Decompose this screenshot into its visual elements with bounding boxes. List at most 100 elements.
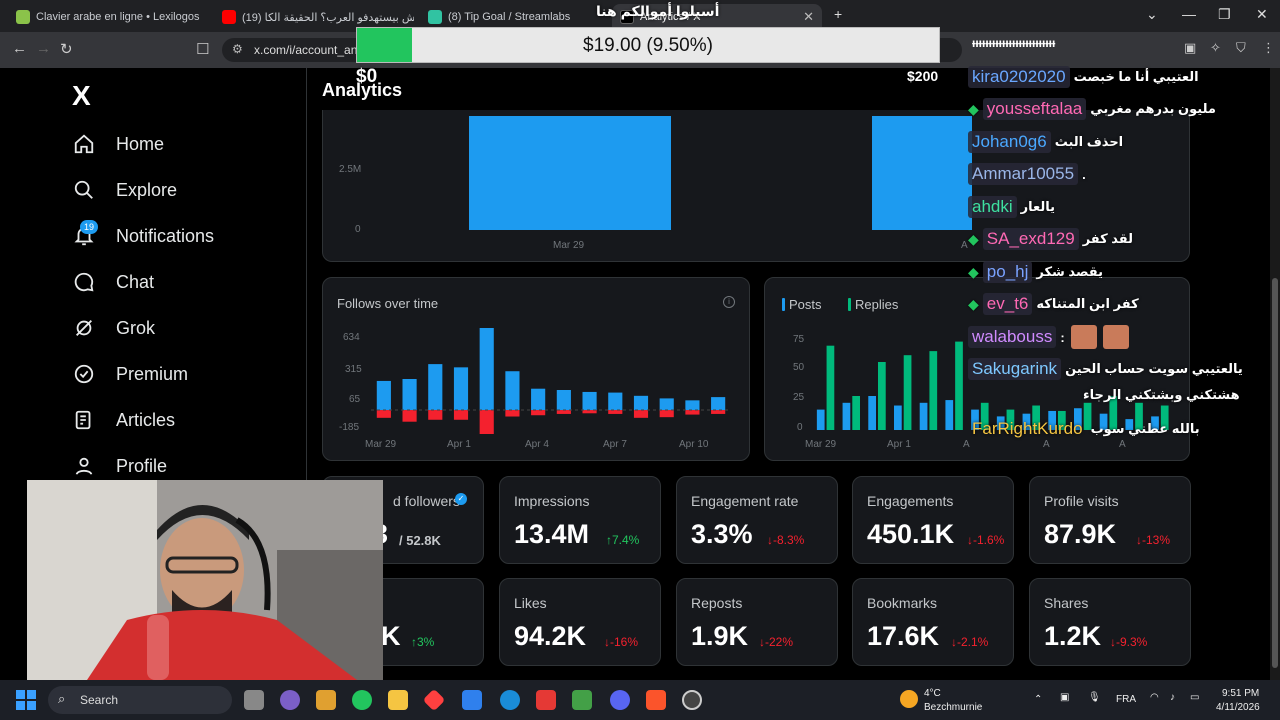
chat-text: لقد كفر bbox=[1082, 231, 1134, 246]
spotify-icon[interactable] bbox=[352, 690, 372, 710]
info-icon[interactable]: i bbox=[723, 296, 735, 308]
follows-bar bbox=[659, 398, 674, 411]
chat-username: FarRightKurdo bbox=[972, 419, 1083, 438]
discord-icon[interactable] bbox=[610, 690, 630, 710]
forward-icon[interactable]: → bbox=[36, 40, 51, 57]
stat-label: Shares bbox=[1044, 595, 1089, 611]
maximize-icon[interactable]: ❐ bbox=[1218, 6, 1231, 22]
y-tick-label: 50 bbox=[793, 362, 805, 373]
stat-value: 13.4M bbox=[514, 519, 590, 549]
windows-start-icon[interactable] bbox=[16, 690, 36, 710]
taskbar-search[interactable]: ⌕ Search bbox=[48, 686, 232, 714]
sidebar-item-label: Grok bbox=[116, 317, 156, 338]
chat-text: يالعار bbox=[1020, 199, 1055, 214]
legend-swatch bbox=[782, 298, 785, 311]
stat-profile-visits: Profile visits 87.9K ↓-13% bbox=[1029, 476, 1191, 564]
webcam-overlay bbox=[27, 480, 383, 680]
sidebar-item-profile[interactable]: Profile bbox=[72, 454, 167, 478]
replies-bar bbox=[1109, 396, 1118, 430]
language-indicator[interactable]: FRA bbox=[1116, 694, 1136, 705]
sidebar-item-explore[interactable]: Explore bbox=[72, 178, 177, 202]
unfollows-bar bbox=[711, 410, 726, 414]
x-logo[interactable]: X bbox=[72, 80, 91, 111]
replies-bar bbox=[1135, 402, 1143, 430]
utorrent-icon[interactable] bbox=[572, 690, 592, 710]
stat-value: K bbox=[381, 621, 401, 651]
sidebar-item-label: Premium bbox=[116, 363, 189, 384]
x-tick-label: A bbox=[1043, 439, 1050, 450]
tab-youtube[interactable]: (19) ليش بيستهدفو العرب؟ الحقيقة الكا bbox=[214, 4, 414, 30]
legend-replies[interactable]: Replies bbox=[848, 297, 898, 312]
scrollbar-thumb[interactable] bbox=[1272, 278, 1278, 668]
new-tab-icon[interactable]: + bbox=[834, 6, 843, 22]
stat-value: 450.1K bbox=[867, 519, 955, 549]
chat-text: العتيبي أنا ما خبصت bbox=[1073, 69, 1199, 84]
legend-posts[interactable]: Posts bbox=[782, 297, 822, 312]
emote-icon bbox=[1070, 325, 1097, 349]
stat-delta: ↓-1.6% bbox=[967, 533, 1005, 547]
back-icon[interactable]: ← bbox=[12, 40, 27, 57]
stat-value: 94.2K bbox=[514, 621, 587, 651]
volume-icon[interactable]: ♪ bbox=[1170, 692, 1175, 703]
chat-text: بالله عطني سوب bbox=[1090, 421, 1200, 436]
sidebar-item-chat[interactable]: Chat bbox=[72, 270, 154, 294]
page-title: Analytics bbox=[322, 80, 403, 100]
close-tab-icon[interactable]: ✕ bbox=[803, 9, 814, 24]
chat-message: Sakugarink يالعتيبي سويت حساب الحين bbox=[968, 354, 1243, 384]
sidebar-item-home[interactable]: Home bbox=[72, 132, 164, 156]
app-w-icon[interactable] bbox=[536, 690, 556, 710]
posts-bar bbox=[1151, 416, 1159, 430]
tab-streamlabs[interactable]: (8) Tip Goal / Streamlabs bbox=[420, 4, 600, 30]
file-explorer-icon[interactable] bbox=[388, 690, 408, 710]
stat-value: 1.9K bbox=[691, 621, 749, 651]
app-red-icon[interactable] bbox=[422, 688, 446, 712]
shield-icon[interactable]: ⛉ bbox=[1236, 40, 1246, 55]
microphone-icon[interactable]: 🎙 bbox=[1088, 692, 1101, 703]
tab-lexilogos[interactable]: Clavier arabe en ligne • Lexilogos bbox=[8, 4, 208, 30]
sidebar-item-grok[interactable]: Grok bbox=[72, 316, 155, 340]
x-tick-label: Apr 1 bbox=[447, 439, 471, 450]
stat-delta: ↑7.4% bbox=[606, 533, 640, 547]
extension-icon[interactable]: ▣ bbox=[1184, 40, 1197, 55]
page-scrollbar[interactable] bbox=[1270, 68, 1280, 680]
weather-temp: 4°C bbox=[924, 688, 941, 699]
menu-icon[interactable]: ⋮ bbox=[1262, 40, 1275, 55]
chart-bar bbox=[469, 116, 671, 230]
posts-bar bbox=[894, 405, 902, 430]
replies-bar bbox=[1160, 405, 1169, 430]
stat-delta: ↓-13% bbox=[1136, 533, 1171, 547]
puzzle-icon[interactable]: ✧ bbox=[1210, 40, 1221, 55]
replies-bar bbox=[903, 355, 912, 430]
edge-icon[interactable] bbox=[500, 690, 520, 710]
sidebar-item-premium[interactable]: Premium bbox=[72, 362, 188, 386]
tray-app-icon[interactable]: ▣ bbox=[1060, 692, 1070, 703]
chevron-up-icon[interactable]: ⌃ bbox=[1034, 694, 1043, 705]
chat-app-icon[interactable] bbox=[280, 690, 300, 710]
y-tick-label: 634 bbox=[343, 332, 360, 343]
bookmark-icon[interactable]: ☐ bbox=[196, 41, 210, 58]
tip-goal-bar: $19.00 (9.50%) bbox=[356, 27, 940, 63]
task-view-icon[interactable] bbox=[244, 690, 264, 710]
obs-icon[interactable] bbox=[682, 690, 702, 710]
brave-icon[interactable] bbox=[646, 690, 666, 710]
chevron-down-icon[interactable]: ⌄ bbox=[1146, 6, 1158, 22]
tab-analytics[interactable]: Analytics / X ✕ bbox=[612, 4, 822, 30]
gem-icon: ◆ bbox=[968, 230, 979, 247]
battery-icon[interactable]: ▭ bbox=[1190, 692, 1200, 703]
wifi-icon[interactable]: ◠ bbox=[1150, 692, 1159, 703]
clock-time[interactable]: 9:51 PM bbox=[1222, 688, 1260, 699]
copilot-icon[interactable] bbox=[316, 690, 336, 710]
chat-text: : bbox=[1060, 329, 1065, 345]
clock-date[interactable]: 4/11/2026 bbox=[1216, 702, 1260, 713]
youtube-favicon-icon bbox=[222, 10, 236, 24]
store-icon[interactable] bbox=[462, 690, 482, 710]
legend-label: Posts bbox=[789, 297, 822, 312]
minimize-icon[interactable]: — bbox=[1182, 6, 1196, 22]
chat-text: . bbox=[1082, 166, 1086, 182]
tip-goal-amount: $19.00 (9.50%) bbox=[583, 35, 713, 56]
sidebar-item-articles[interactable]: Articles bbox=[72, 408, 175, 432]
site-info-icon[interactable]: ⚙ bbox=[232, 42, 243, 56]
reload-icon[interactable]: ↻ bbox=[60, 41, 73, 58]
close-window-icon[interactable]: ✕ bbox=[1256, 6, 1268, 22]
chat-username: kira0202020 bbox=[968, 66, 1070, 88]
